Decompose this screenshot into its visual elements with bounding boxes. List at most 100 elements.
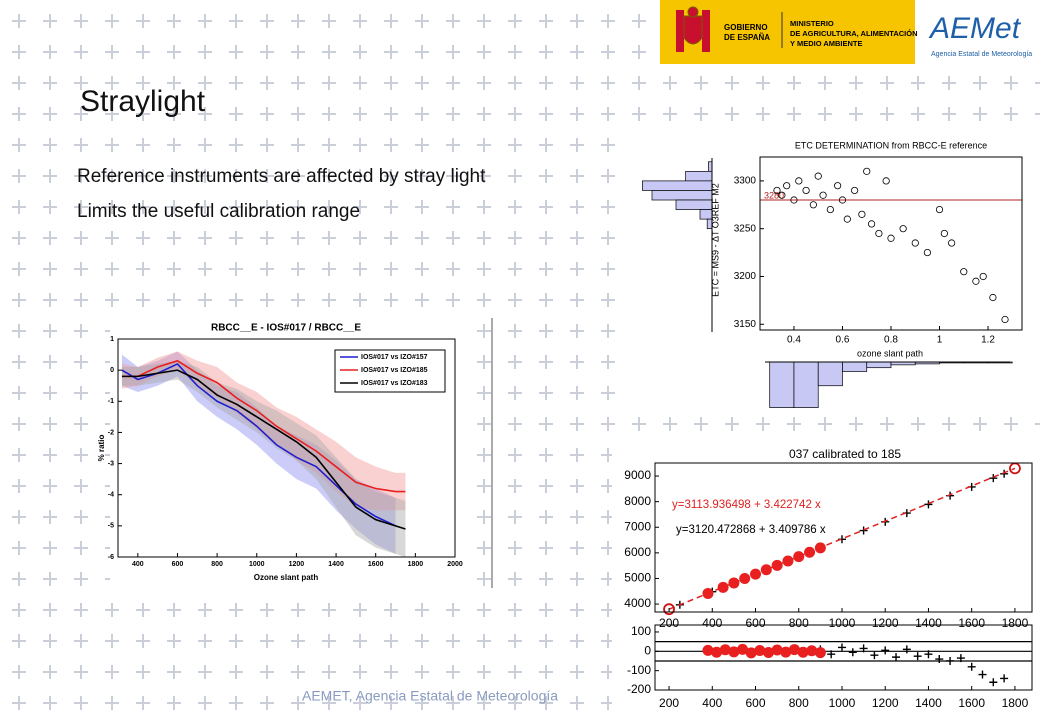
y-tick-label: -1 (108, 398, 114, 405)
x-tick-label: 0.6 (836, 335, 850, 346)
footer: AEMET, Agencia Estatal de Meteorología (302, 688, 558, 704)
gov-line: DE ESPAÑA (724, 33, 770, 42)
ministry-line: Y MEDIO AMBIENTE (790, 39, 863, 48)
scatter-point (960, 268, 968, 276)
histogram-bar (842, 361, 868, 372)
scatter-point (887, 234, 895, 242)
y-tick-label: 100 (631, 624, 651, 638)
histogram-bar (685, 170, 713, 182)
scatter-point (802, 186, 810, 195)
y-tick-label: 0 (110, 367, 114, 374)
x-tick-label: 1000 (829, 696, 856, 710)
cross-point (870, 651, 879, 660)
x-tick-label: 0.4 (787, 335, 801, 346)
scatter-point (935, 205, 944, 214)
ministry-line: MINISTERIO (790, 19, 834, 28)
scatter-point (809, 201, 817, 209)
scatter-point (858, 210, 866, 218)
coat-of-arms (676, 6, 710, 52)
red-point (814, 647, 826, 659)
x-tick-label: 800 (789, 696, 809, 710)
scatter-point (843, 215, 851, 223)
scatter-point (940, 229, 948, 238)
legend-label: IOS#017 vs IZO#157 (361, 354, 428, 361)
cross-point (946, 656, 955, 665)
x-tick-label: 800 (211, 561, 223, 568)
scatter-point (819, 191, 827, 199)
red-point (804, 546, 816, 558)
red-point (750, 568, 762, 580)
scatter-point (875, 229, 883, 238)
x-tick-label: 1800 (408, 561, 424, 568)
red-point (702, 644, 714, 656)
y-tick-label: 9000 (624, 468, 651, 482)
x-tick-label: 800 (789, 616, 809, 630)
y-tick-label: 3200 (734, 271, 757, 282)
y-axis-label: % ratio (97, 435, 106, 462)
x-tick-label: 1200 (289, 561, 305, 568)
scatter-point (899, 225, 907, 233)
histogram-bar (793, 361, 819, 408)
x-tick-label: 600 (746, 616, 766, 630)
x-tick-label: 1800 (1002, 616, 1029, 630)
cross-point (859, 526, 868, 535)
axes-frame (654, 462, 1033, 613)
red-point (782, 555, 794, 567)
histogram-bar (866, 361, 892, 369)
band (121, 360, 406, 557)
scatter-point (989, 293, 997, 302)
histogram-bar (769, 361, 795, 408)
endpoint (663, 603, 675, 616)
cross-point (827, 650, 836, 659)
scatter-point (979, 272, 987, 281)
slide-title: Straylight (80, 85, 206, 118)
x-tick-label: 1400 (915, 616, 942, 630)
figure-title: RBCC__E - IOS#017 / RBCC__E (211, 323, 361, 334)
aemet-logo: AEMet (928, 12, 1022, 45)
scatter-point (972, 277, 980, 285)
y-tick-label: 3250 (734, 223, 757, 234)
red-point (754, 645, 766, 657)
scatter-point (826, 205, 834, 214)
cross-point (892, 653, 901, 662)
scatter-point (851, 186, 859, 195)
scatter-point (882, 177, 890, 185)
histogram-bar (651, 190, 713, 201)
x-tick-label: 400 (132, 561, 144, 568)
legend-label: IOS#017 vs IZO#185 (361, 367, 428, 374)
x-tick-label: 1200 (872, 696, 899, 710)
x-tick-label: 1000 (249, 561, 265, 568)
y-tick-label: 0 (644, 643, 651, 657)
x-tick-label: 1400 (328, 561, 344, 568)
aemet-name: Agencia Estatal de Meteorología (931, 51, 1032, 58)
red-point (806, 645, 818, 657)
line (121, 359, 406, 493)
y-tick-label: 7000 (624, 519, 651, 533)
y-tick-label: -2 (108, 429, 114, 436)
bullet: Limits the useful calibration range (77, 201, 360, 222)
y-tick-label: -6 (108, 554, 114, 561)
histogram-bar (675, 199, 713, 210)
x-tick-label: 2000 (447, 561, 463, 568)
cross-point (967, 662, 976, 671)
scatter-point (1001, 315, 1009, 324)
y-tick-label: 5000 (624, 571, 651, 585)
x-tick-label: 400 (702, 696, 722, 710)
line (121, 369, 406, 530)
cross-point (902, 645, 911, 654)
cross-point (913, 652, 922, 661)
band (121, 351, 406, 511)
red-point (719, 644, 731, 656)
x-axis-label: ozone slant path (857, 348, 923, 358)
cross-point (881, 646, 890, 655)
cross-point (1000, 469, 1009, 478)
red-point (797, 646, 809, 658)
y-axis-label: ETC = MS9 - ΔT O3REF M2 (710, 183, 720, 297)
scatter-point (814, 172, 822, 180)
x-tick-label: 1000 (829, 616, 856, 630)
y-tick-label: 3150 (734, 319, 757, 330)
y-tick-label: 1 (110, 336, 114, 343)
red-point (780, 646, 792, 658)
red-point (737, 643, 749, 655)
